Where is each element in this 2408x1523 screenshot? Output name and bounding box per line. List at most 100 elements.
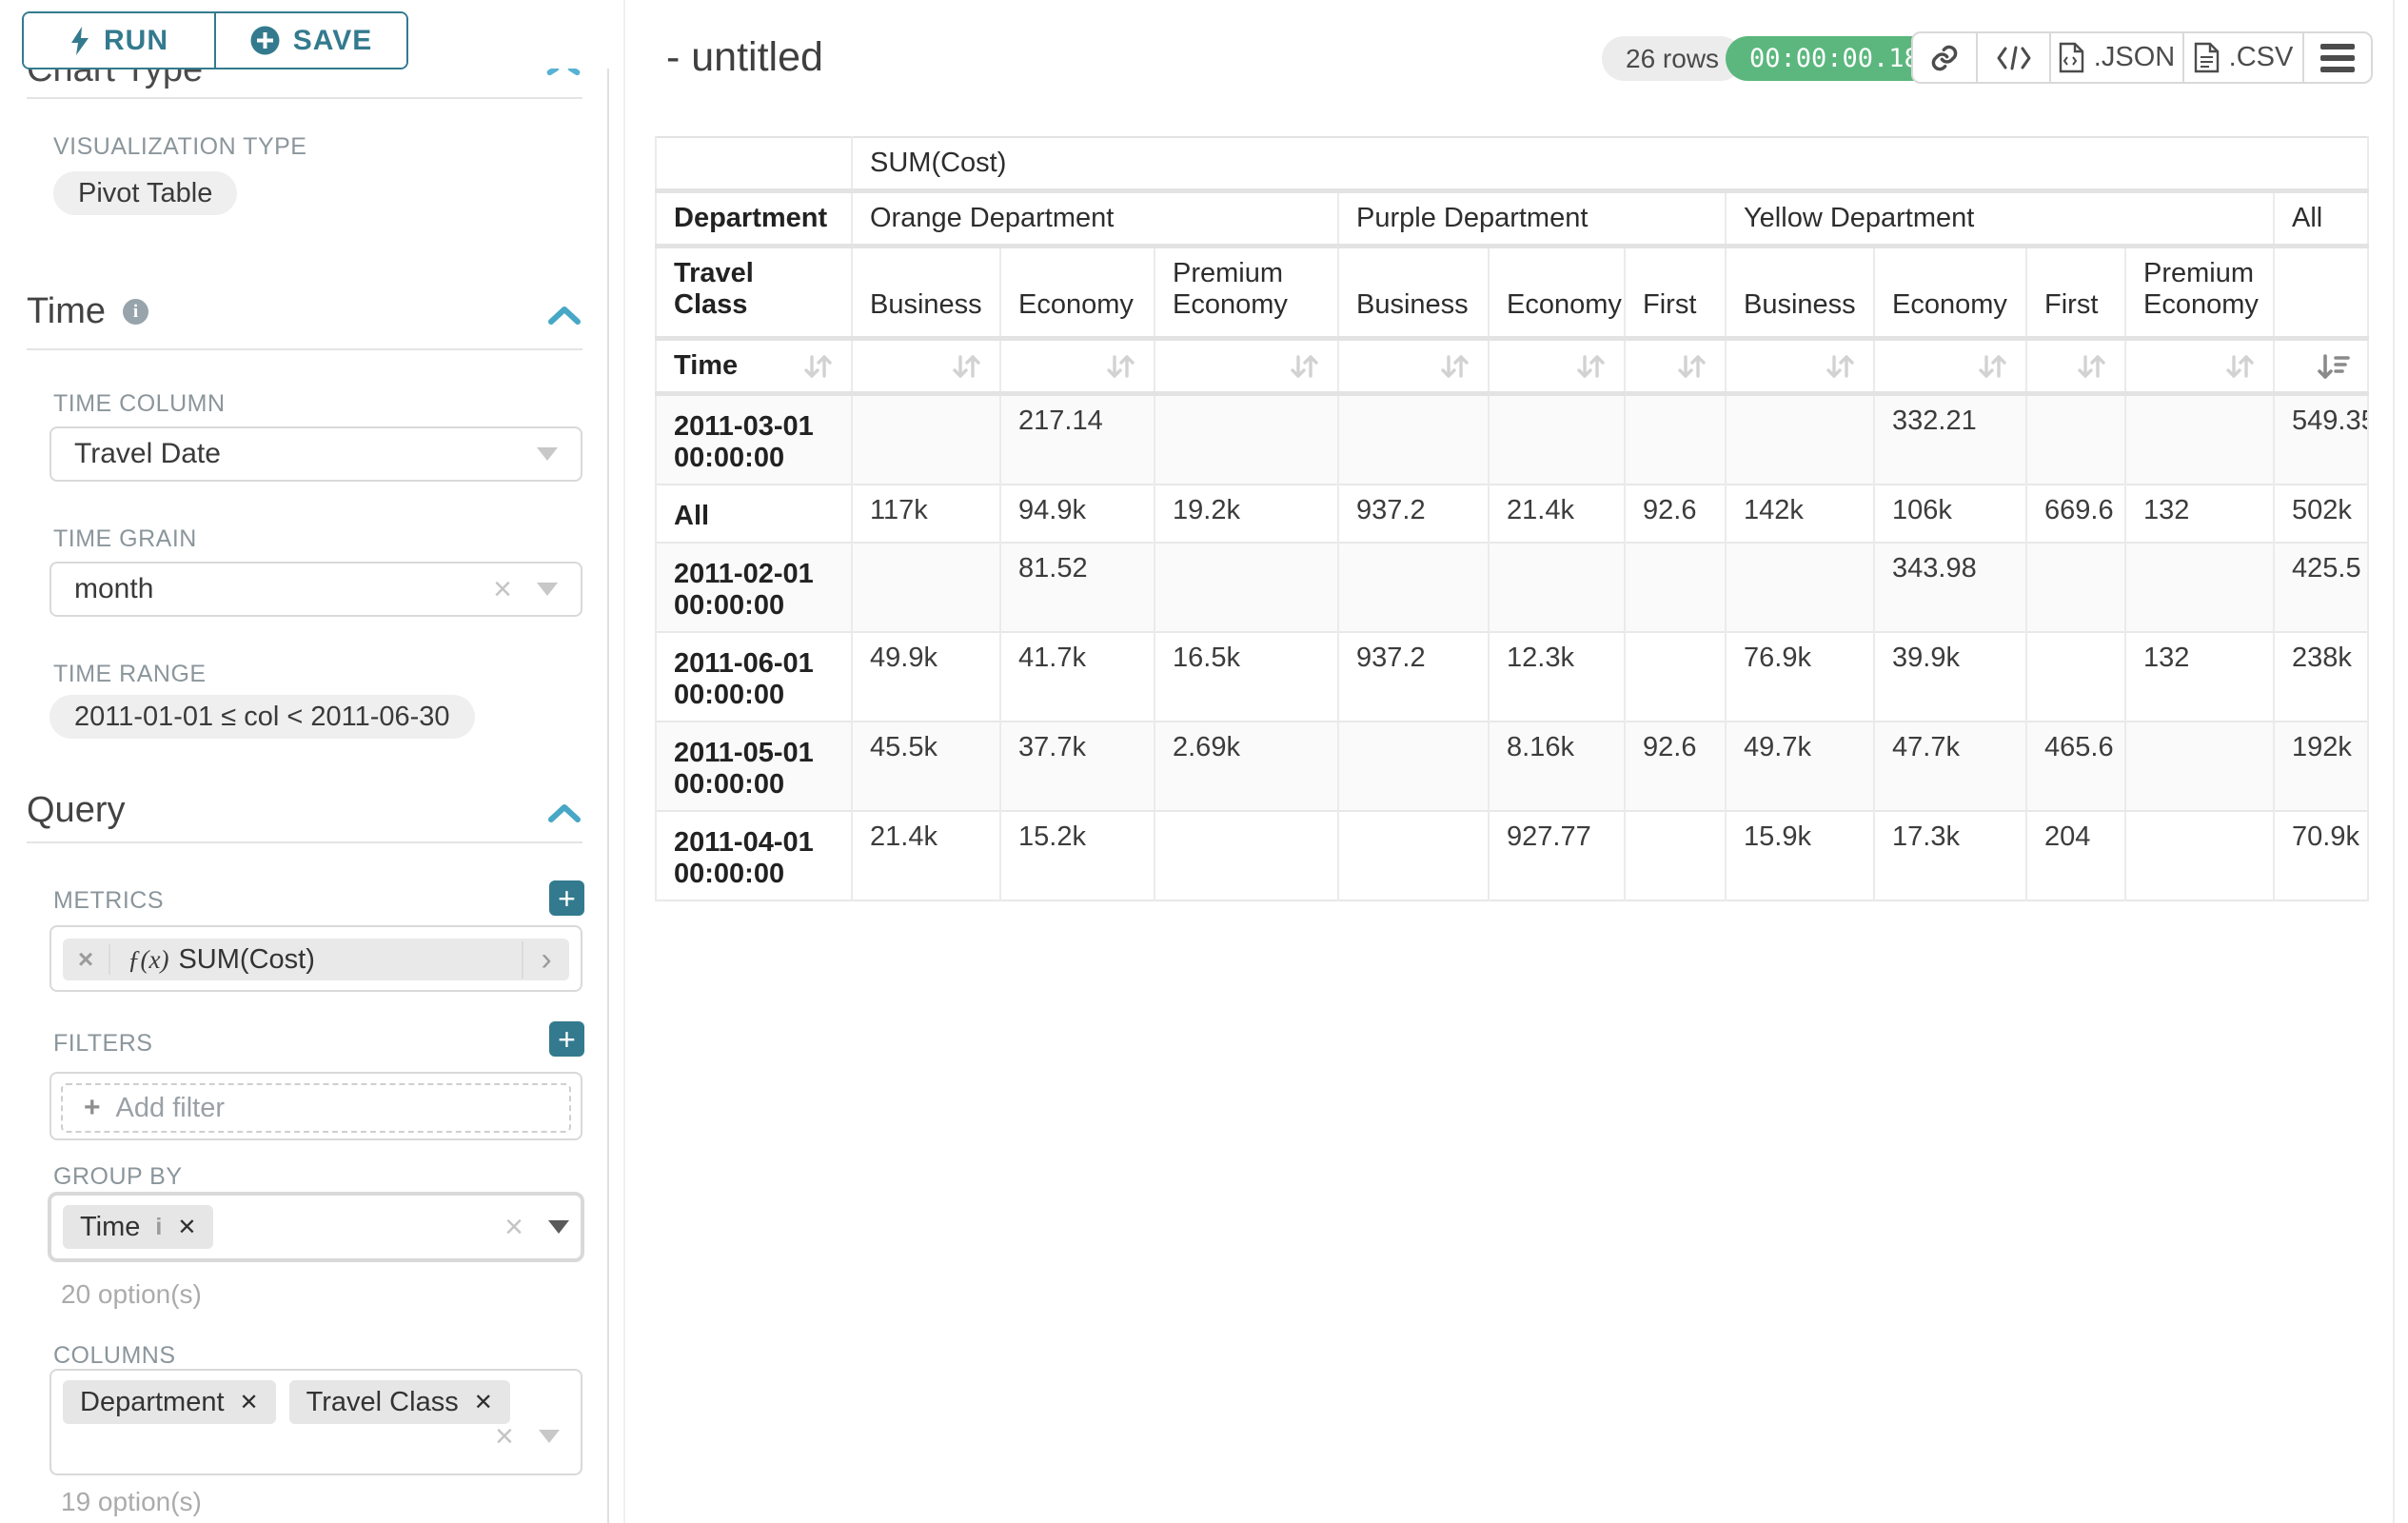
cell-value: 669.6 xyxy=(2025,485,2126,543)
table-row: 2011-06-01 00:00:00 49.9k 41.7k 16.5k 937.2 1… xyxy=(655,632,2370,722)
metric-pill[interactable]: × ƒ(x) SUM(Cost) › xyxy=(63,939,569,980)
chart-title[interactable]: - untitled xyxy=(666,34,823,80)
cell-value: 204 xyxy=(2025,811,2126,900)
add-filter-button[interactable]: + Add filter xyxy=(61,1083,571,1133)
run-button-label: RUN xyxy=(104,24,168,56)
time-range-value[interactable]: 2011-01-01 ≤ col < 2011-06-30 xyxy=(49,695,475,739)
travel-class-header: Business xyxy=(1725,246,1875,341)
row-label: 2011-05-01 00:00:00 xyxy=(655,722,853,811)
divider xyxy=(27,97,582,99)
clear-icon[interactable]: × xyxy=(504,1209,523,1245)
columns-options-hint: 19 option(s) xyxy=(61,1487,202,1516)
columns-select[interactable]: Department ✕ Travel Class ✕ xyxy=(49,1369,582,1475)
export-json-label: .JSON xyxy=(2093,42,2176,72)
sort-icon[interactable] xyxy=(2075,352,2107,381)
travel-class-header: Economy xyxy=(1488,246,1626,341)
collapse-chevron-up-icon[interactable] xyxy=(548,802,581,823)
sort-desc-icon[interactable] xyxy=(2316,352,2350,381)
cell-value: 92.6 xyxy=(1624,485,1727,543)
add-metric-button[interactable]: + xyxy=(549,880,584,916)
remove-chip-icon[interactable]: ✕ xyxy=(239,1389,259,1415)
time-range-label: TIME RANGE xyxy=(53,661,207,687)
sort-icon[interactable] xyxy=(1675,352,1707,381)
cell-value: 937.2 xyxy=(1337,485,1490,543)
cell-value xyxy=(1624,632,1727,722)
cell-value xyxy=(1624,393,1727,485)
cell-value: 106k xyxy=(1873,485,2027,543)
table-row: 2011-03-01 00:00:00 217.14 332.21 549.35 xyxy=(655,393,2370,485)
time-column-select[interactable]: Travel Date xyxy=(49,426,582,482)
share-link-button[interactable] xyxy=(1913,33,1976,82)
dimension-chip[interactable]: Department ✕ xyxy=(63,1380,276,1424)
cell-value xyxy=(2025,632,2126,722)
time-dimension-cell: Time xyxy=(655,338,853,396)
cell-value xyxy=(2124,722,2275,811)
sort-header-cell xyxy=(999,338,1155,396)
sort-icon[interactable] xyxy=(950,352,982,381)
cell-value: 343.98 xyxy=(1873,543,2027,632)
visualization-type-value[interactable]: Pivot Table xyxy=(53,171,238,215)
code-icon xyxy=(1997,46,2030,69)
cell-value: 927.77 xyxy=(1488,811,1626,900)
cell-value xyxy=(1488,393,1626,485)
sort-icon[interactable] xyxy=(1288,352,1320,381)
save-button[interactable]: SAVE xyxy=(216,13,406,68)
time-grain-label: TIME GRAIN xyxy=(53,525,197,552)
sort-header-cell xyxy=(1337,338,1490,396)
sort-icon[interactable] xyxy=(1824,352,1856,381)
clear-icon[interactable]: × xyxy=(493,571,512,607)
chip-label: Time xyxy=(80,1211,141,1242)
remove-chip-icon[interactable]: ✕ xyxy=(177,1214,197,1240)
cell-value xyxy=(1154,811,1339,900)
sort-icon[interactable] xyxy=(1438,352,1470,381)
main-scrollbar-track[interactable] xyxy=(2393,0,2395,1523)
time-column-label: TIME COLUMN xyxy=(53,390,226,417)
export-json-button[interactable]: .JSON xyxy=(2049,33,2182,82)
dimension-chip[interactable]: Time i ✕ xyxy=(63,1205,214,1249)
cell-value xyxy=(851,393,1001,485)
cell-value xyxy=(1337,393,1490,485)
sort-header-cell xyxy=(1488,338,1626,396)
cell-value xyxy=(2124,393,2275,485)
dimension-chip[interactable]: Travel Class ✕ xyxy=(288,1380,510,1424)
department-dimension-label: Department xyxy=(655,190,853,248)
export-toolbar: .JSON .CSV xyxy=(1911,31,2373,84)
remove-chip-icon[interactable]: ✕ xyxy=(473,1389,493,1415)
columns-label: COLUMNS xyxy=(53,1342,176,1369)
clear-icon[interactable]: × xyxy=(495,1418,514,1454)
chevron-right-icon[interactable]: › xyxy=(522,940,569,979)
function-icon: ƒ(x) xyxy=(128,944,169,974)
cell-value xyxy=(1337,811,1490,900)
view-query-button[interactable] xyxy=(1976,33,2049,82)
collapse-chevron-up-icon[interactable] xyxy=(548,305,581,326)
menu-button[interactable] xyxy=(2302,33,2371,82)
sort-header-cell xyxy=(2124,338,2275,396)
travel-class-header: Economy xyxy=(1873,246,2027,341)
export-csv-button[interactable]: .CSV xyxy=(2182,33,2302,82)
cell-value: 2.69k xyxy=(1154,722,1339,811)
cell-value: 132 xyxy=(2124,485,2275,543)
group-by-select[interactable]: Time i ✕ × xyxy=(48,1192,584,1262)
run-button[interactable]: RUN xyxy=(24,13,216,68)
remove-metric-icon[interactable]: × xyxy=(63,944,110,975)
time-grain-select[interactable]: month × xyxy=(49,562,582,617)
sort-header-cell xyxy=(1725,338,1875,396)
sort-icon[interactable] xyxy=(1104,352,1136,381)
sort-icon[interactable] xyxy=(2223,352,2256,381)
cell-value: 17.3k xyxy=(1873,811,2027,900)
table-row: All 117k 94.9k 19.2k 937.2 21.4k 92.6 142k 106k 6… xyxy=(655,485,2370,543)
sort-icon[interactable] xyxy=(1574,352,1607,381)
sort-icon[interactable] xyxy=(1976,352,2008,381)
columns-select-icons: × xyxy=(495,1420,560,1453)
info-icon[interactable]: i xyxy=(123,299,149,325)
caret-down-icon[interactable] xyxy=(548,1220,569,1234)
cell-value xyxy=(1725,393,1875,485)
sort-icon[interactable] xyxy=(801,352,834,381)
add-filter-plus-button[interactable]: + xyxy=(549,1021,584,1057)
save-button-label: SAVE xyxy=(292,24,373,56)
caret-down-icon[interactable] xyxy=(538,1430,560,1443)
cell-value: 15.9k xyxy=(1725,811,1875,900)
cell-value: 47.7k xyxy=(1873,722,2027,811)
department-group-header: Orange Department xyxy=(851,190,1339,248)
metric-name: SUM(Cost) xyxy=(178,943,315,975)
